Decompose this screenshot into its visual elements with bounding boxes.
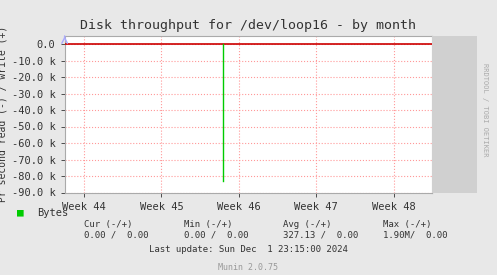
Text: Max (-/+): Max (-/+) — [383, 220, 431, 229]
Text: RRDTOOL / TOBI OETIKER: RRDTOOL / TOBI OETIKER — [482, 63, 488, 157]
Text: 0.00 /  0.00: 0.00 / 0.00 — [84, 231, 149, 240]
Title: Disk throughput for /dev/loop16 - by month: Disk throughput for /dev/loop16 - by mon… — [81, 19, 416, 32]
Text: Avg (-/+): Avg (-/+) — [283, 220, 331, 229]
Text: 327.13 /  0.00: 327.13 / 0.00 — [283, 231, 358, 240]
Text: 0.00 /  0.00: 0.00 / 0.00 — [184, 231, 248, 240]
Text: Last update: Sun Dec  1 23:15:00 2024: Last update: Sun Dec 1 23:15:00 2024 — [149, 245, 348, 254]
Text: ■: ■ — [17, 208, 24, 218]
Y-axis label: Pr second read (-) / write (+): Pr second read (-) / write (+) — [0, 26, 7, 202]
Text: Min (-/+): Min (-/+) — [184, 220, 232, 229]
Text: Munin 2.0.75: Munin 2.0.75 — [219, 263, 278, 271]
Text: Cur (-/+): Cur (-/+) — [84, 220, 133, 229]
Text: 1.90M/  0.00: 1.90M/ 0.00 — [383, 231, 447, 240]
Text: Bytes: Bytes — [37, 208, 69, 218]
